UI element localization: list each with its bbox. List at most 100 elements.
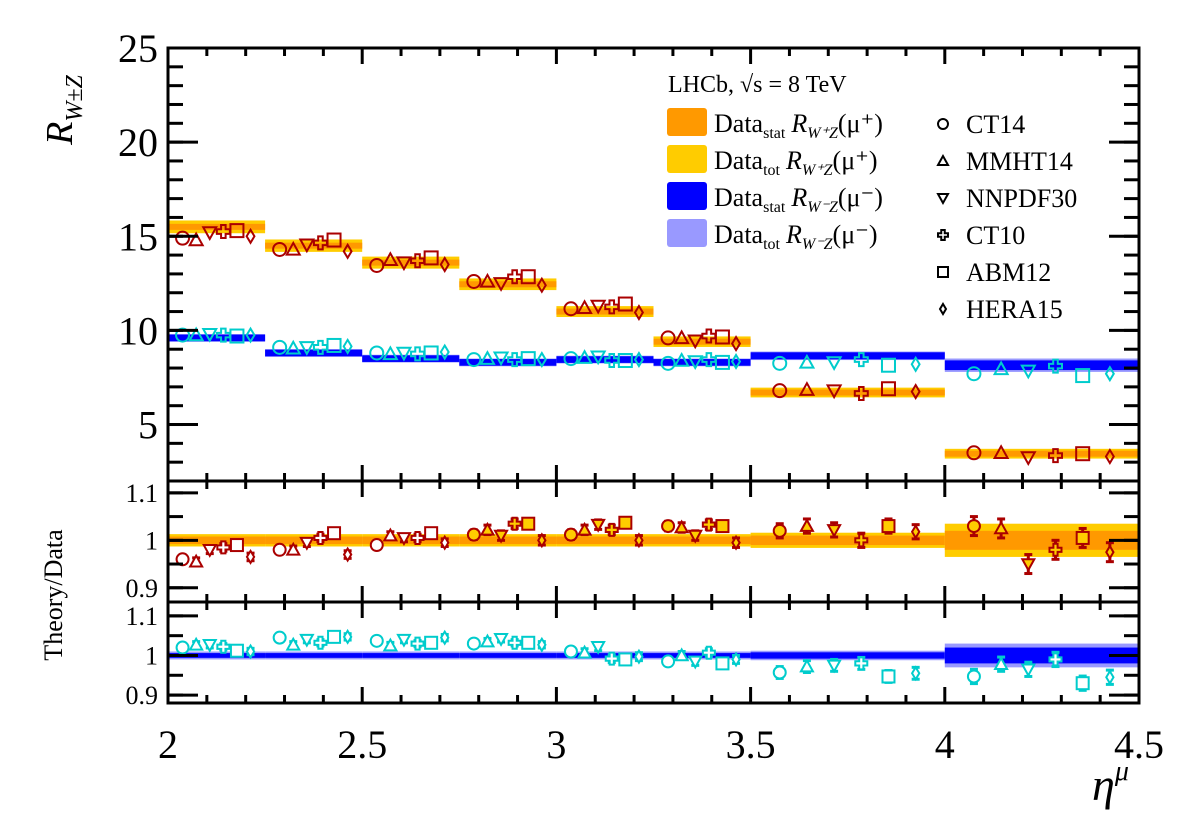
theory-point-minus-nnpdf30 — [825, 356, 843, 371]
ratio-band-stat — [168, 536, 266, 545]
ratio-point-mmht14 — [673, 647, 690, 662]
ratio-point-ct14 — [272, 542, 287, 557]
ratio-point-hera15 — [910, 523, 921, 540]
ratio-point-hera15 — [634, 648, 644, 665]
ratio-point-nnpdf30 — [590, 518, 606, 533]
ratio-point-ct10 — [854, 533, 869, 548]
legend-label: Datatot RW⁻Z(μ⁻) — [714, 220, 878, 253]
ratio-point-nnpdf30 — [826, 659, 842, 674]
x-tick-label: 4 — [935, 722, 955, 767]
ratio-point-nnpdf30 — [687, 655, 703, 670]
ratio-band-stat — [556, 536, 654, 545]
theory-point-minus-ct10 — [410, 346, 426, 362]
theory-point-plus-ct10 — [410, 253, 426, 269]
ratio-point-ct10 — [313, 530, 328, 545]
ratio-point-abm12 — [327, 629, 342, 644]
ratio-point-nnpdf30 — [396, 532, 412, 547]
legend-model-mmht14: MMHT14 — [966, 147, 1073, 176]
theory-point-plus-ct14 — [772, 383, 788, 399]
theory-point-minus-ct14 — [466, 352, 482, 368]
theory-point-minus-abm12 — [617, 353, 633, 369]
ratio-point-nnpdf30 — [590, 640, 606, 655]
y-tick-label: 25 — [118, 26, 158, 71]
theory-point-minus-mmht14 — [992, 360, 1010, 376]
ratio-point-mmht14 — [576, 521, 593, 536]
ratio-point-abm12 — [424, 635, 439, 650]
theory-point-plus-hera15 — [342, 242, 353, 260]
ratio-point-abm12 — [618, 652, 633, 667]
ratio-point-ct14 — [466, 636, 481, 651]
theory-point-plus-ct14 — [272, 241, 288, 257]
theory-point-plus-ct10 — [701, 328, 717, 344]
ratio-point-ct10 — [1048, 542, 1063, 557]
theory-point-minus-ct10 — [312, 339, 328, 355]
ratio-point-ct10 — [410, 530, 425, 545]
theory-point-minus-hera15 — [730, 353, 742, 370]
theory-point-plus-abm12 — [326, 232, 342, 248]
ratio-band-stat — [265, 653, 363, 658]
theory-point-plus-hera15 — [536, 276, 547, 294]
legend: LHCb, √s = 8 TeV Datastat RW⁺Z(μ⁺) Datatot R… — [667, 72, 1077, 324]
theory-point-minus-ct14 — [369, 345, 385, 361]
theory-point-plus-ct14 — [660, 330, 676, 346]
ratio-point-abm12 — [715, 656, 730, 671]
ratio-band-stat — [944, 530, 1139, 550]
ratio-point-ct14 — [563, 527, 578, 542]
theory-point-plus-nnpdf30 — [201, 226, 218, 242]
theory-point-plus-abm12 — [880, 381, 896, 397]
ratio-point-ct10 — [507, 516, 522, 531]
marks-layer — [175, 223, 1115, 692]
ratio-point-nnpdf30 — [493, 633, 509, 647]
theory-point-plus-nnpdf30 — [395, 256, 413, 272]
ratio-point-ct14 — [772, 665, 787, 680]
y-tick-label: 5 — [138, 403, 158, 448]
ratio-point-abm12 — [618, 515, 633, 530]
y-axis-title-ratio: Theory/Data — [39, 529, 68, 661]
ratio-point-hera15 — [1105, 669, 1115, 686]
theory-point-plus-abm12 — [423, 250, 439, 266]
theory-point-minus-nnpdf30 — [687, 355, 704, 371]
theory-point-minus-mmht14 — [187, 326, 205, 342]
theory-point-plus-mmht14 — [798, 381, 816, 396]
theory-point-minus-abm12 — [326, 337, 342, 353]
ratio-point-nnpdf30 — [493, 529, 509, 544]
ratio-point-hera15 — [1105, 544, 1115, 561]
theory-point-minus-abm12 — [229, 328, 245, 344]
y-tick-label: 10 — [118, 308, 158, 353]
legend-marker-ct14 — [937, 118, 949, 130]
band-minus-stat — [944, 360, 1139, 371]
ratio-point-mmht14 — [479, 521, 496, 536]
y-axis-title-R: R — [39, 122, 81, 146]
theory-point-plus-mmht14 — [187, 231, 205, 247]
ratio-band-stat — [459, 536, 557, 545]
theory-point-plus-mmht14 — [479, 272, 496, 288]
ratio-point-hera15 — [342, 628, 353, 645]
bands-layer — [168, 220, 1139, 668]
theory-point-plus-abm12 — [714, 329, 730, 345]
theory-point-plus-nnpdf30 — [687, 334, 704, 350]
ratio-point-mmht14 — [285, 541, 301, 556]
ratio-point-ct14 — [272, 630, 287, 645]
ratio-point-ct10 — [701, 645, 716, 660]
ratio-point-ct10 — [410, 636, 425, 651]
ratio-band-stat — [362, 653, 460, 658]
ratio-point-mmht14 — [479, 633, 496, 648]
ratio-point-ct14 — [772, 523, 787, 538]
ratio-point-nnpdf30 — [396, 633, 412, 648]
theory-point-minus-hera15 — [245, 326, 256, 344]
ratio-point-abm12 — [424, 526, 439, 541]
theory-point-plus-abm12 — [1075, 446, 1091, 462]
ratio-band-stat — [750, 652, 945, 659]
y-tick-label: 0.9 — [126, 681, 159, 710]
theory-point-plus-ct10 — [1047, 448, 1063, 464]
y-axis-title-main: RW±Z — [39, 74, 88, 145]
theory-point-minus-hera15 — [1104, 365, 1115, 383]
ratio-point-ct14 — [966, 669, 981, 684]
ratio-point-ct10 — [216, 540, 231, 555]
ratio-point-mmht14 — [188, 636, 204, 651]
y-tick-label: 0.9 — [126, 574, 159, 603]
ratio-band-stat — [653, 536, 751, 545]
theory-point-minus-hera15 — [910, 355, 921, 373]
